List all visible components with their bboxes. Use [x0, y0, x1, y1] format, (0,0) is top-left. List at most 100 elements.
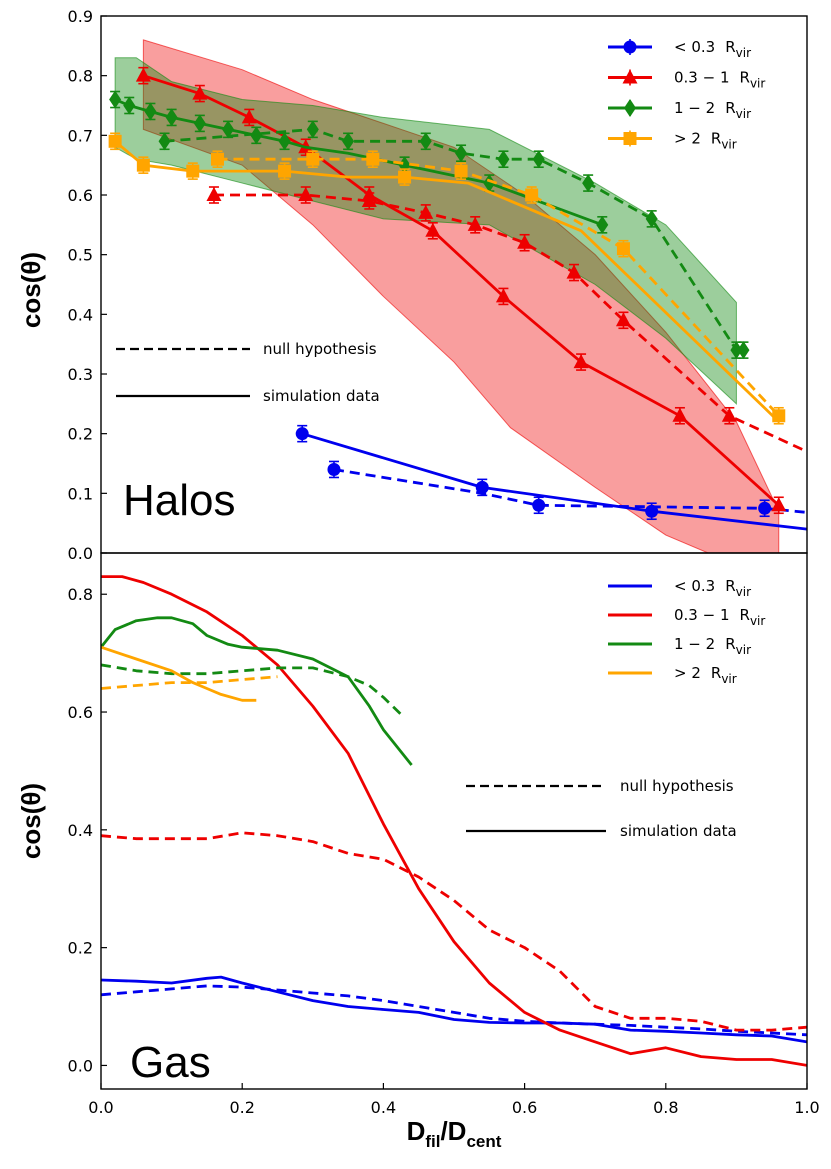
null-hypothesis-label: null hypothesis: [620, 777, 734, 795]
legend-unit-sub: vir: [736, 46, 751, 60]
data-point: [136, 158, 150, 172]
series-line: [101, 831, 807, 1032]
y-tick-label: 0.5: [68, 246, 93, 265]
legend-unit-sub: vir: [736, 107, 751, 121]
x-tick-label: 0.6: [512, 1098, 537, 1117]
y-tick-label: 0.0: [68, 1056, 93, 1075]
y-tick-label: 0.9: [68, 7, 93, 26]
legend-unit: R: [711, 664, 721, 682]
y-tick-label: 0.4: [68, 305, 93, 324]
data-point: [109, 90, 122, 109]
data-point: [623, 132, 637, 145]
gas-y-ticks: 0.0 0.2 0.4 0.6 0.8: [68, 585, 107, 1075]
data-point: [517, 234, 533, 249]
series-line: [101, 616, 413, 766]
legend-unit: R: [711, 130, 721, 148]
data-point: [306, 120, 319, 139]
x-tick-label: 0.0: [88, 1098, 113, 1117]
data-point: [623, 40, 637, 54]
simulation-data-label: simulation data: [263, 387, 380, 405]
data-point: [158, 132, 171, 151]
data-point: [758, 501, 772, 515]
x-label-main: D: [407, 1116, 426, 1146]
legend-unit-sub: vir: [721, 672, 736, 686]
data-point: [250, 126, 263, 145]
data-point: [306, 152, 320, 166]
data-point: [278, 132, 291, 151]
legend-unit: R: [740, 69, 750, 87]
legend-unit: R: [725, 635, 735, 653]
legend-unit: R: [725, 38, 735, 56]
legend-unit-sub: vir: [721, 138, 736, 152]
legend-label: > 2 Rvir: [674, 130, 737, 152]
data-point: [366, 152, 380, 166]
legend-name: > 2: [674, 130, 701, 148]
series-line: [101, 645, 257, 702]
data-point: [418, 204, 434, 219]
y-tick-label: 0.4: [68, 821, 93, 840]
data-point: [645, 209, 658, 228]
halos-y-ticks: 0.0 0.1 0.2 0.3 0.4 0.5 0.6 0.7 0.8 0.9: [68, 7, 107, 563]
data-point: [123, 96, 136, 115]
data-point: [135, 67, 151, 82]
y-tick-label: 0.2: [68, 425, 93, 444]
legend-name: 1 − 2: [674, 99, 715, 117]
data-point: [455, 144, 468, 163]
gas-legend: < 0.3 Rvir 0.3 − 1 Rvir 1 − 2 Rvir > 2 Rvir: [608, 577, 765, 686]
data-point: [483, 174, 496, 193]
series-line: [214, 193, 807, 453]
y-tick-label: 0.8: [68, 67, 93, 86]
data-point: [475, 480, 489, 494]
data-point: [573, 354, 589, 369]
data-point: [624, 99, 636, 117]
series-line: [301, 432, 807, 531]
legend-unit: R: [740, 606, 750, 624]
legend-unit-sub: vir: [736, 585, 751, 599]
data-point: [615, 312, 631, 327]
gas-x-ticks: 0.0 0.2 0.4 0.6 0.8 1.0: [88, 1083, 820, 1117]
y-tick-label: 0.0: [68, 544, 93, 563]
legend-name: < 0.3: [674, 38, 715, 56]
data-point: [361, 192, 377, 207]
data-point: [398, 170, 412, 184]
data-point: [730, 341, 743, 360]
data-point: [525, 188, 539, 202]
gas-y-axis-label: cos(θ): [16, 783, 46, 859]
halos-panel: 0.0 0.1 0.2 0.3 0.4 0.5 0.6 0.7 0.8 0.9 Halos cos…: [16, 7, 808, 563]
data-point: [278, 164, 292, 178]
x-tick-label: 0.8: [653, 1098, 678, 1117]
data-point: [566, 264, 582, 279]
scatter-band: [142, 39, 780, 553]
halos-legend: < 0.3 Rvir 0.3 − 1 Rvir 1 − 2 Rvir > 2 Rvir: [608, 38, 765, 152]
legend-unit-sub: vir: [750, 614, 765, 628]
x-tick-label: 1.0: [794, 1098, 819, 1117]
gas-linestyle-key: null hypothesis simulation data: [466, 777, 737, 840]
data-point: [206, 187, 222, 201]
legend-unit-sub: vir: [750, 77, 765, 91]
gas-panel-label: Gas: [130, 1038, 211, 1087]
data-point: [532, 150, 545, 169]
data-point: [721, 407, 737, 422]
y-tick-label: 0.6: [68, 703, 93, 722]
data-point: [342, 132, 355, 151]
data-point: [193, 114, 206, 133]
simulation-data-label: simulation data: [620, 822, 737, 840]
data-point: [425, 222, 441, 237]
data-point: [454, 164, 468, 178]
data-point: [419, 132, 432, 151]
legend-label: 0.3 − 1 Rvir: [674, 69, 765, 91]
data-point: [737, 341, 750, 360]
legend-label: 0.3 − 1 Rvir: [674, 606, 765, 628]
y-tick-label: 0.8: [68, 585, 93, 604]
series-line: [101, 984, 807, 1037]
data-point: [582, 174, 595, 193]
series-line: [101, 663, 406, 719]
y-tick-label: 0.6: [68, 186, 93, 205]
data-point: [497, 150, 510, 169]
legend-name: 1 − 2: [674, 635, 715, 653]
data-point: [672, 407, 688, 422]
legend-unit: R: [725, 99, 735, 117]
x-label-mid: /D: [440, 1116, 466, 1146]
x-label-sub-fil: fil: [425, 1132, 440, 1151]
data-point: [144, 102, 157, 121]
